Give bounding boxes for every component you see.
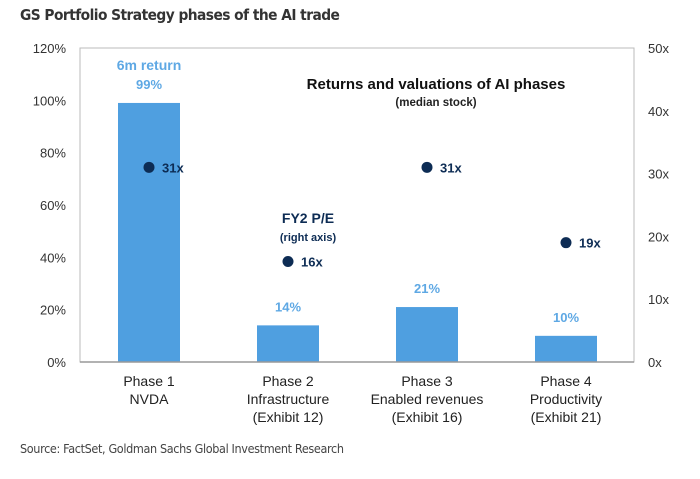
- left-tick-label: 60%: [40, 198, 66, 213]
- category-label: (Exhibit 12): [253, 409, 324, 425]
- category-label: Phase 1: [123, 373, 175, 389]
- bar: [535, 335, 597, 362]
- bar: [118, 102, 180, 362]
- right-tick-label: 0x: [648, 355, 662, 370]
- pe-point: [421, 161, 433, 173]
- chart-title: GS Portfolio Strategy phases of the AI t…: [20, 6, 340, 24]
- inner-title: Returns and valuations of AI phases: [307, 76, 566, 93]
- category-label: NVDA: [130, 391, 170, 407]
- right-tick-label: 40x: [648, 104, 669, 119]
- bar: [257, 325, 319, 362]
- source-note: Source: FactSet, Goldman Sachs Global In…: [20, 441, 344, 456]
- category-label: Phase 3: [401, 373, 453, 389]
- left-tick-label: 40%: [40, 250, 66, 265]
- left-tick-label: 100%: [33, 93, 67, 108]
- pe-data-label: 19x: [579, 236, 601, 251]
- pe-data-label: 16x: [301, 255, 323, 270]
- category-label: Productivity: [530, 391, 602, 407]
- bar-data-label: 14%: [275, 299, 301, 314]
- bar-series-legend: 6m return: [117, 57, 182, 73]
- left-tick-label: 80%: [40, 146, 66, 161]
- category-label: (Exhibit 21): [531, 409, 602, 425]
- left-tick-label: 0%: [47, 355, 66, 370]
- right-tick-label: 20x: [648, 229, 669, 244]
- right-tick-label: 30x: [648, 167, 669, 182]
- category-label: Enabled revenues: [371, 391, 484, 407]
- left-tick-label: 20%: [40, 303, 66, 318]
- left-tick-label: 120%: [33, 41, 67, 56]
- pe-data-label: 31x: [440, 160, 462, 175]
- category-label: (Exhibit 16): [392, 409, 463, 425]
- bar-data-label: 21%: [414, 281, 440, 296]
- inner-subtitle: (median stock): [395, 97, 476, 109]
- pe-series-legend-note: (right axis): [280, 232, 337, 244]
- right-tick-label: 50x: [648, 41, 669, 56]
- bar-data-label: 10%: [553, 310, 579, 325]
- bar: [396, 307, 458, 362]
- pe-data-label: 31x: [162, 160, 184, 175]
- category-label: Phase 4: [540, 373, 592, 389]
- pe-series-legend: FY2 P/E: [282, 210, 334, 226]
- bar-data-label: 99%: [136, 77, 162, 92]
- pe-point: [282, 256, 294, 268]
- category-label: Phase 2: [262, 373, 314, 389]
- pe-point: [143, 161, 155, 173]
- right-tick-label: 10x: [648, 292, 669, 307]
- category-label: Infrastructure: [247, 391, 330, 407]
- pe-point: [560, 237, 572, 249]
